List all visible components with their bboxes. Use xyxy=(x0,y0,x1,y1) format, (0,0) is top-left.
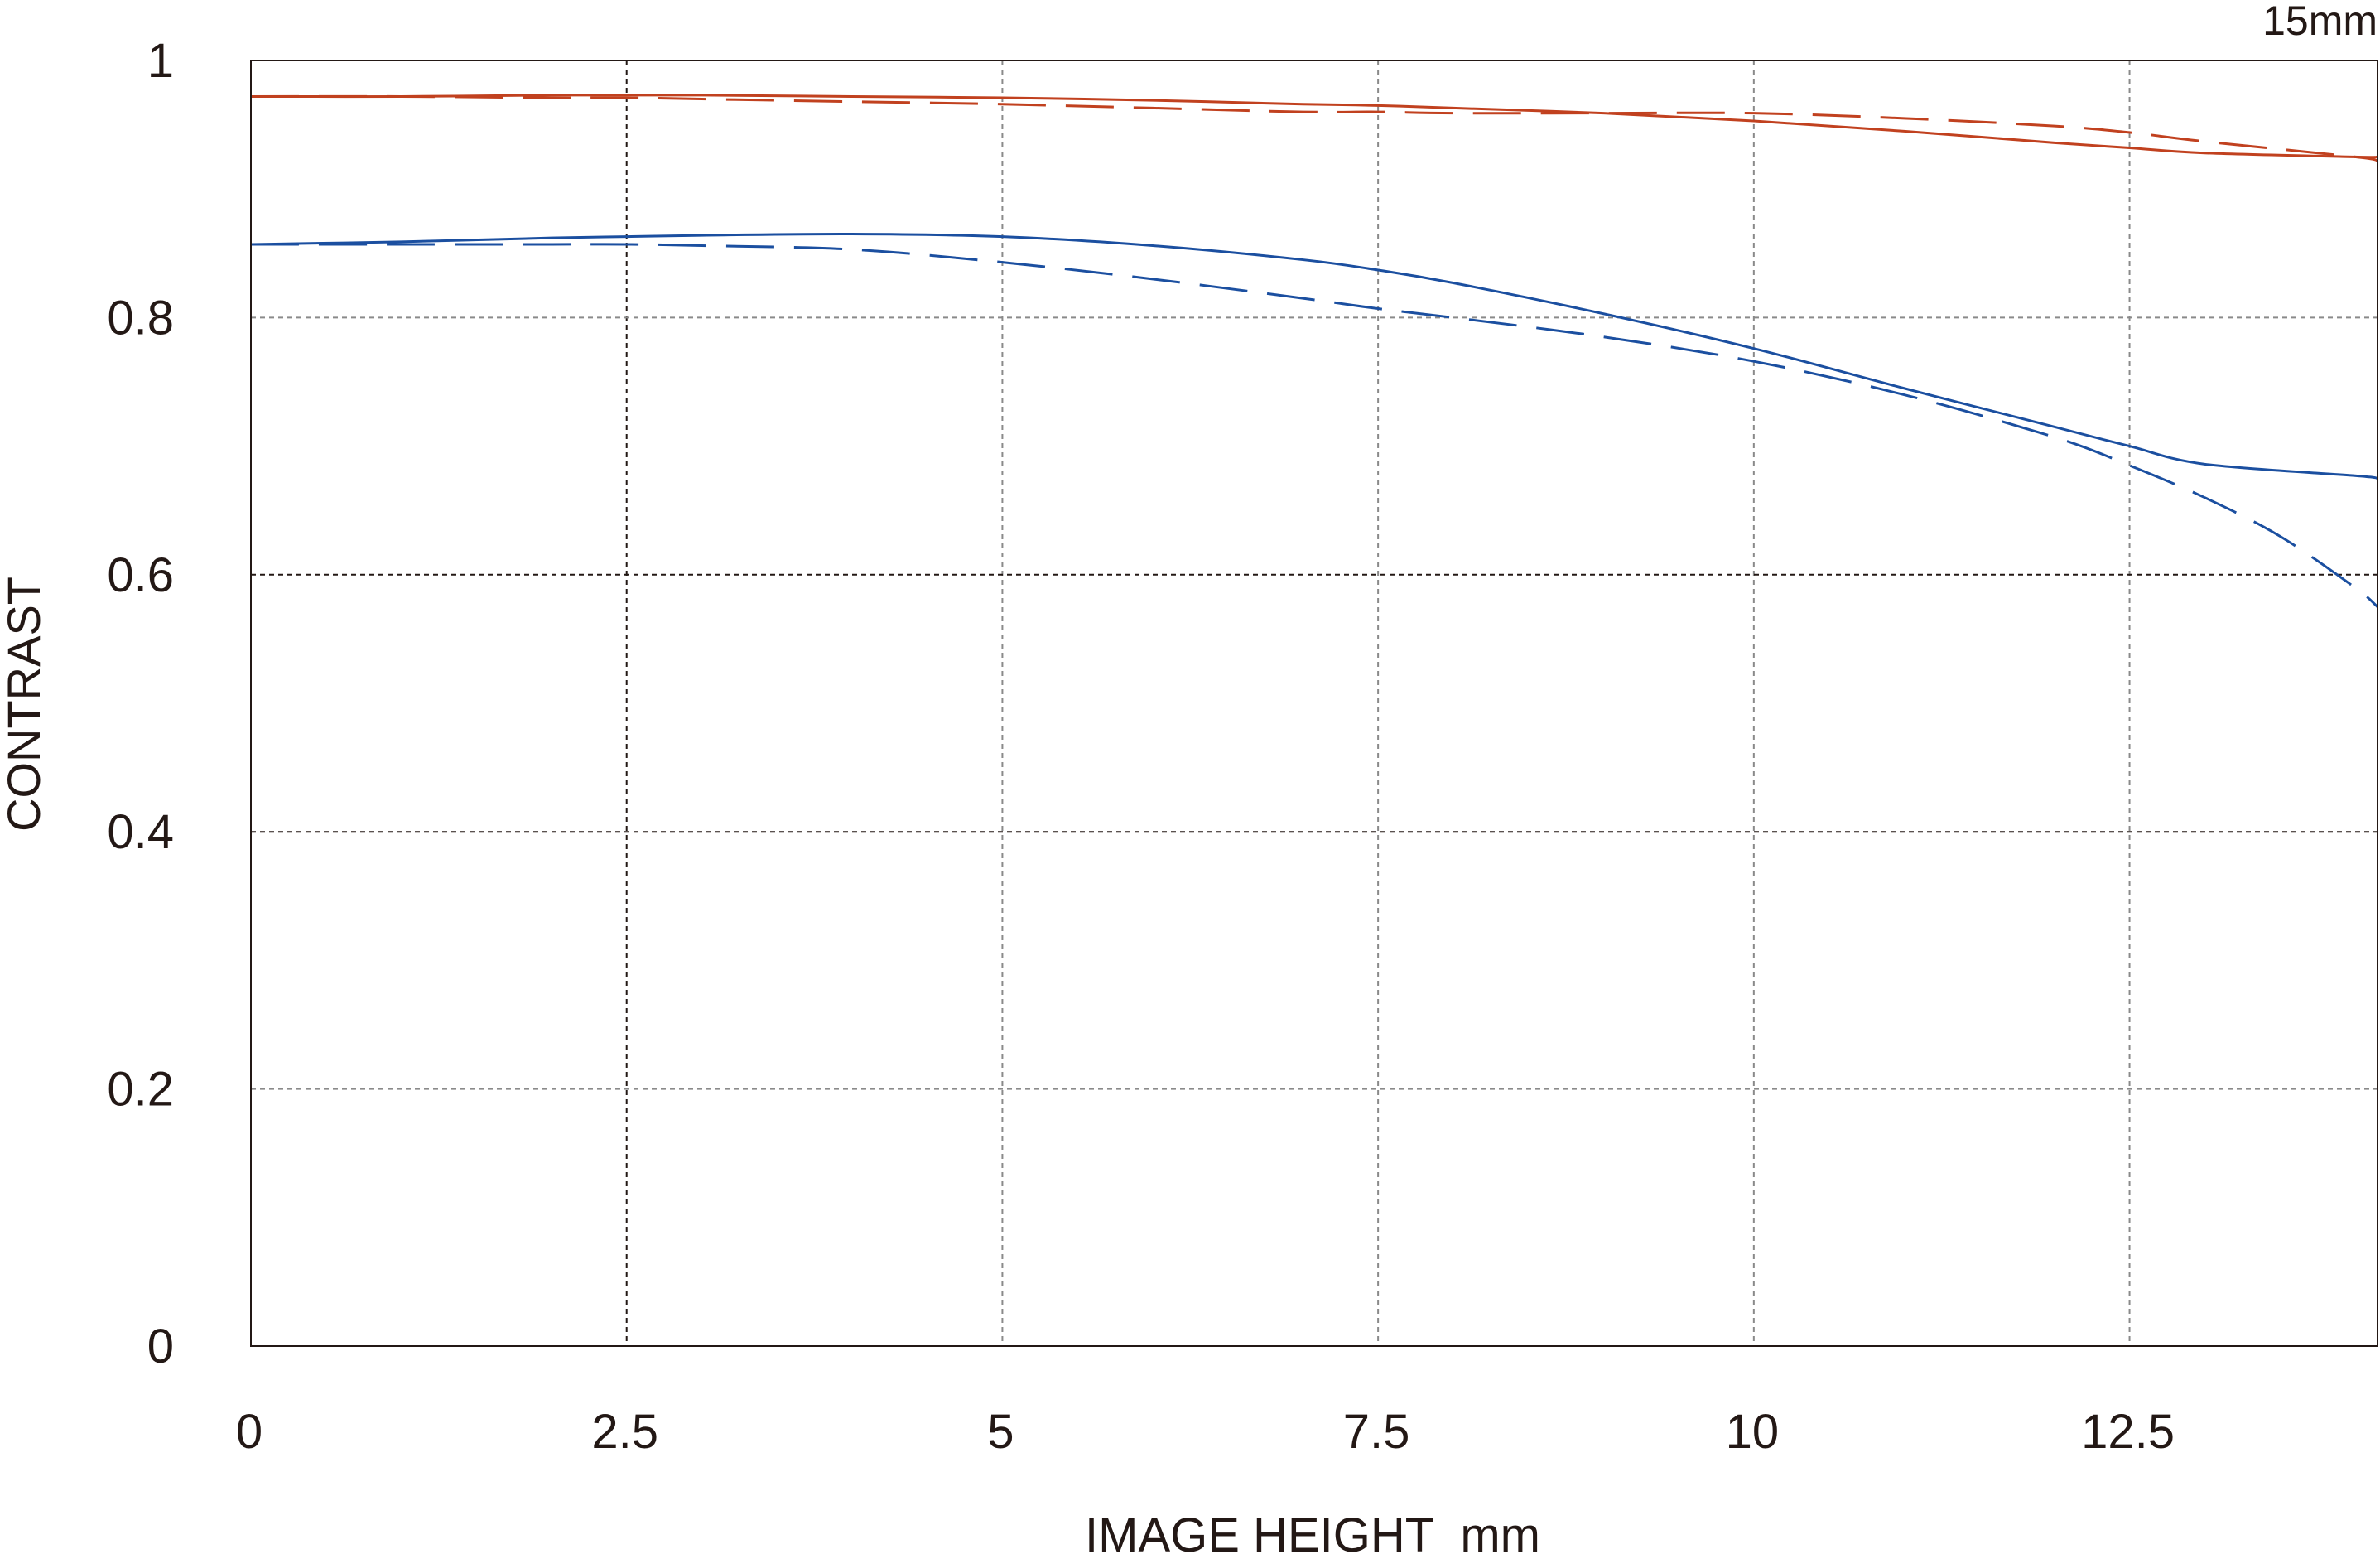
y-tick-labels: 0 0.2 0.4 0.6 0.8 1 xyxy=(107,34,174,1373)
plot-frame xyxy=(250,60,2378,1347)
red-dashed-series-line xyxy=(251,94,2378,162)
x-tick-label: 10 xyxy=(1726,1405,1780,1459)
y-axis-label: CONTRAST xyxy=(0,577,50,832)
y-tick-label: 0 xyxy=(147,1320,174,1373)
series-lines xyxy=(251,94,2378,608)
x-tick-label: 7.5 xyxy=(1343,1405,1410,1459)
x-tick-labels: 0 2.5 5 7.5 10 12.5 xyxy=(236,1405,2175,1459)
x-tick-label: 12.5 xyxy=(2081,1405,2175,1459)
y-tick-label: 0.2 xyxy=(107,1063,174,1117)
y-tick-label: 0.4 xyxy=(107,805,174,859)
chart-title: 15mm xyxy=(2262,0,2378,44)
blue-dashed-series-line xyxy=(251,243,2378,608)
blue-solid-series-line xyxy=(251,232,2378,480)
y-tick-label: 0.8 xyxy=(107,291,174,345)
x-tick-label: 5 xyxy=(987,1405,1014,1459)
red-solid-series-line xyxy=(251,94,2378,159)
x-tick-label: 2.5 xyxy=(591,1405,658,1459)
x-tick-label: 0 xyxy=(236,1405,263,1459)
y-tick-label: 1 xyxy=(147,34,174,88)
y-tick-label: 0.6 xyxy=(107,548,174,602)
grid-lines xyxy=(251,60,2378,1346)
x-axis-label: IMAGE HEIGHT mm xyxy=(1085,1508,1540,1554)
